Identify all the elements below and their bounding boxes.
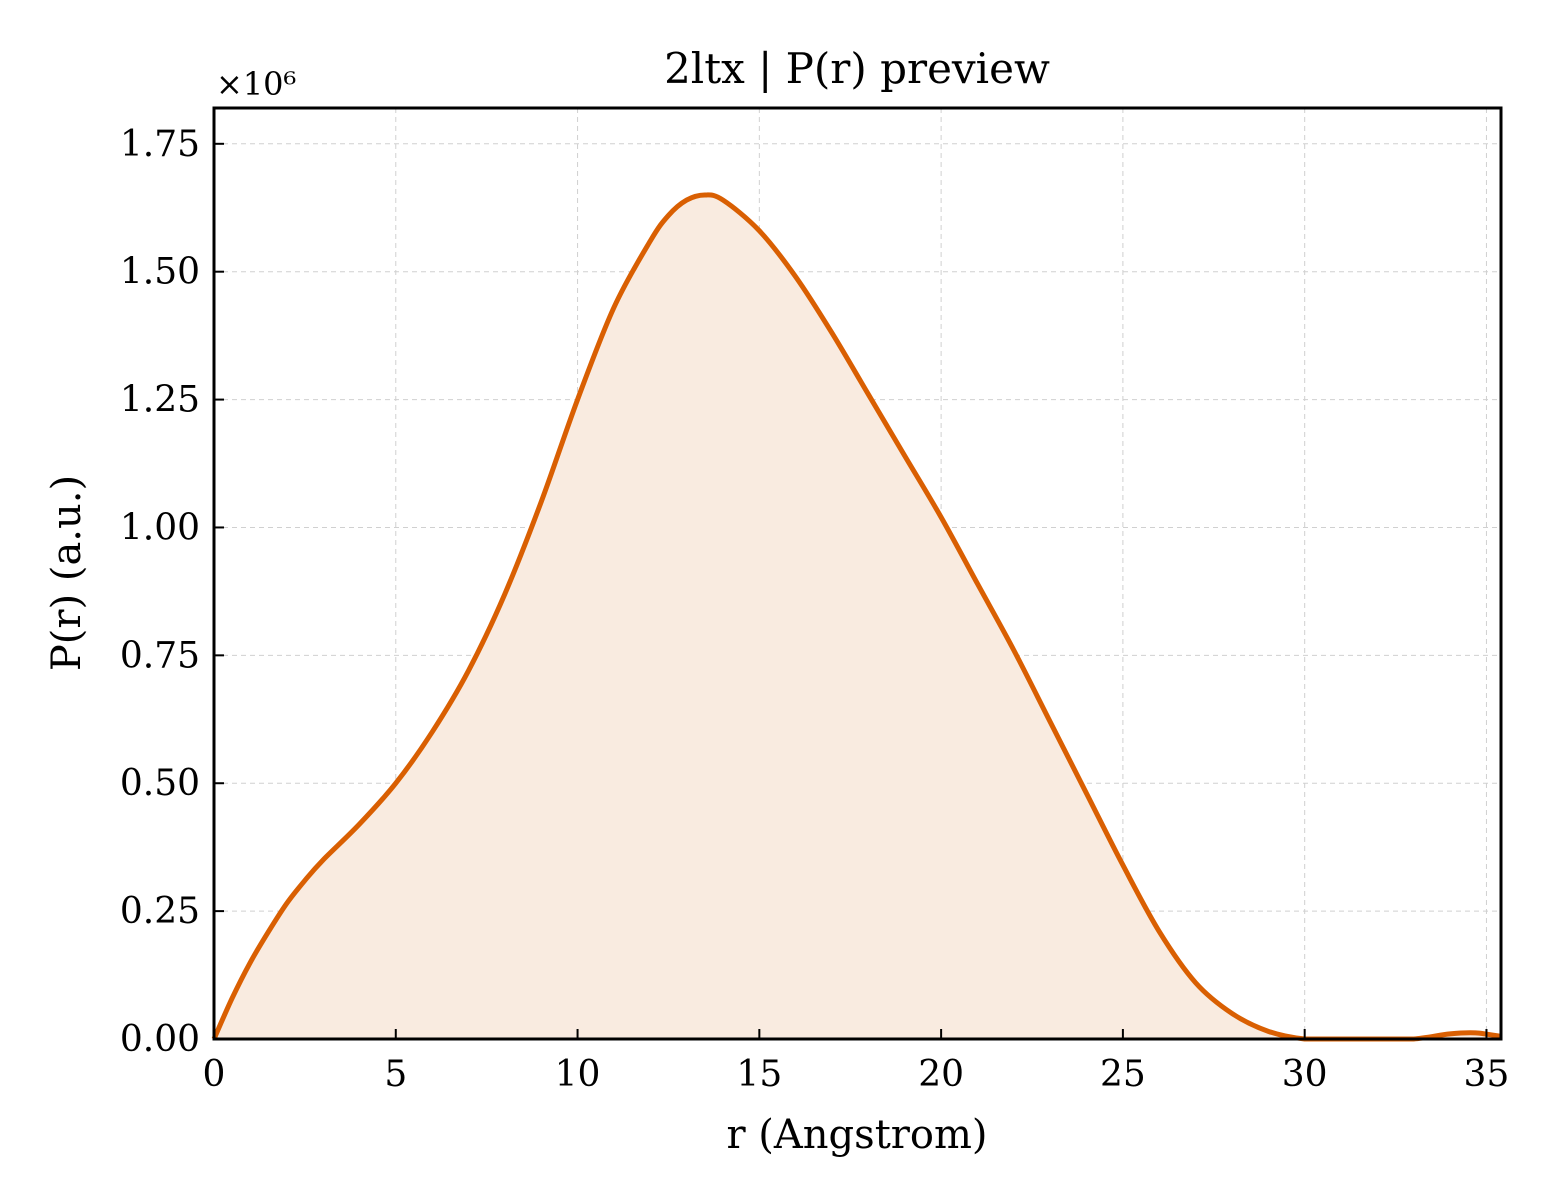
chart-title: 2ltx | P(r) preview <box>664 44 1050 93</box>
x-tick-label: 20 <box>918 1054 964 1095</box>
y-tick-label: 1.25 <box>120 380 200 421</box>
tick-layer: 0 5 10 15 20 25 30 35 0.00 0.25 0.50 0.75 1.00 1.25 1.… <box>120 124 1510 1095</box>
x-tick-label: 30 <box>1282 1054 1328 1095</box>
plot-frame <box>212 106 1503 1041</box>
y-tick-label: 1.00 <box>120 507 200 548</box>
y-multiplier-label: ×10⁶ <box>216 65 296 103</box>
y-axis-title: P(r) (a.u.) <box>44 475 90 671</box>
pr-series-line <box>211 192 1502 1042</box>
pr-area-fill <box>214 194 1501 1040</box>
x-tick-label: 0 <box>203 1054 226 1095</box>
x-tick-label: 5 <box>384 1054 407 1095</box>
y-tick-label: 0.25 <box>120 891 200 932</box>
y-tick-label: 1.50 <box>120 252 200 293</box>
x-tick-label: 15 <box>736 1054 782 1095</box>
x-tick-label: 25 <box>1100 1054 1146 1095</box>
x-axis-title: r (Angstrom) <box>726 1112 987 1158</box>
y-tick-label: 0.00 <box>120 1019 200 1060</box>
y-tick-label: 1.75 <box>120 124 200 165</box>
x-tick-label: 35 <box>1464 1054 1510 1095</box>
x-tick-label: 10 <box>555 1054 601 1095</box>
y-tick-label: 0.50 <box>120 763 200 804</box>
y-tick-label: 0.75 <box>120 635 200 676</box>
